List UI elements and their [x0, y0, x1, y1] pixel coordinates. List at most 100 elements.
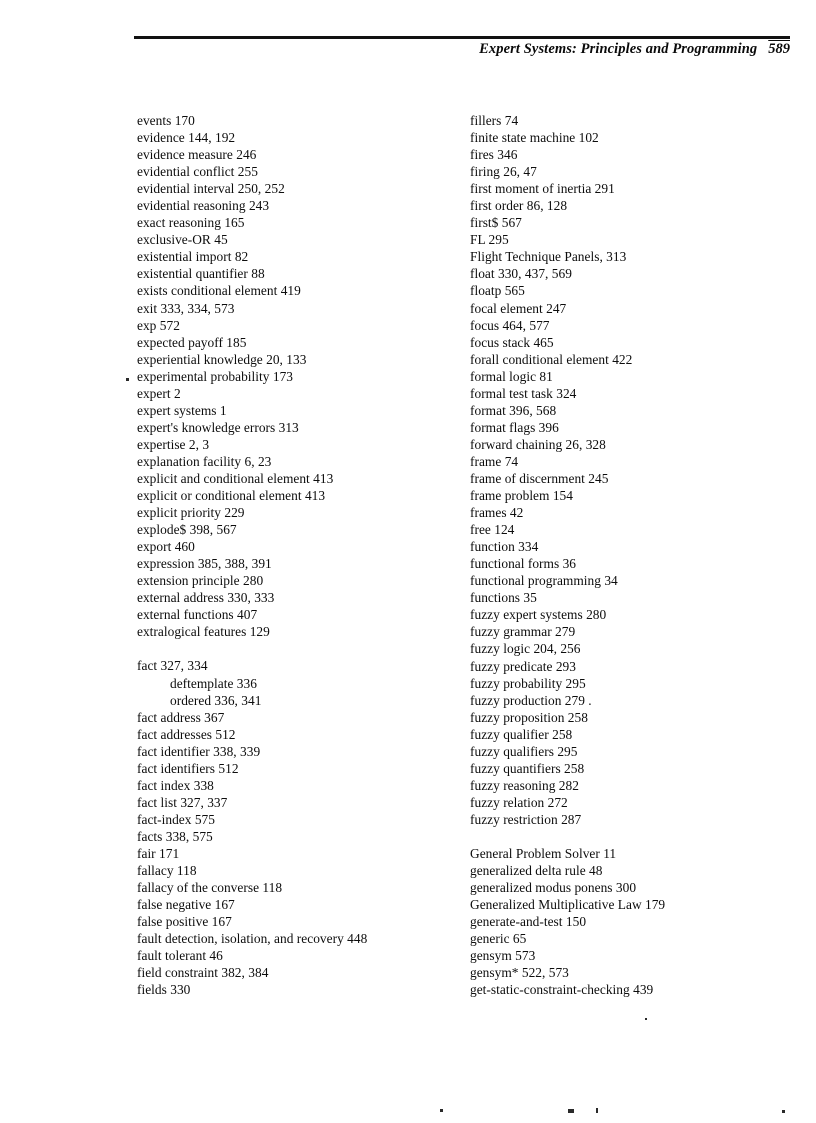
index-entry: Generalized Multiplicative Law 179	[470, 897, 666, 913]
index-entry: experiential knowledge 20, 133	[137, 351, 307, 367]
scan-speckle	[440, 1109, 443, 1112]
index-entry: exp 572	[137, 317, 180, 333]
index-entry: field constraint 382, 384	[137, 965, 269, 981]
index-entry: extension principle 280	[137, 573, 264, 589]
index-entry: exists conditional element 419	[137, 283, 301, 299]
index-entry: FL 295	[470, 232, 509, 248]
index-entry: first moment of inertia 291	[470, 181, 615, 197]
index-subentry: ordered 336, 341	[170, 692, 262, 708]
index-entry: fact list 327, 337	[137, 794, 228, 810]
index-entry: exclusive-OR 45	[137, 232, 228, 248]
header-rule	[134, 36, 790, 39]
index-entry: fuzzy predicate 293	[470, 658, 576, 674]
scan-speckle	[568, 1109, 574, 1113]
index-entry: fuzzy qualifier 258	[470, 726, 573, 742]
index-entry: fuzzy grammar 279	[470, 624, 576, 640]
index-entry: fact index 338	[137, 777, 214, 793]
index-entry: functional forms 36	[470, 556, 576, 572]
index-entry: fact address 367	[137, 709, 225, 725]
index-entry: evidential interval 250, 252	[137, 181, 285, 197]
index-entry: generate-and-test 150	[470, 914, 587, 930]
index-subentry: deftemplate 336	[170, 675, 257, 691]
index-entry: frame 74	[470, 453, 519, 469]
index-entry: fact identifiers 512	[137, 760, 239, 776]
index-entry: evidential conflict 255	[137, 164, 258, 180]
index-entry: fair 171	[137, 845, 180, 861]
index-entry: floatp 565	[470, 283, 525, 299]
index-entry: Flight Technique Panels, 313	[470, 249, 627, 265]
index-entry: generalized modus ponens 300	[470, 880, 637, 896]
index-entry: fires 346	[470, 147, 518, 163]
index-entry: focus 464, 577	[470, 317, 550, 333]
index-entry: General Problem Solver 11	[470, 845, 617, 861]
index-entry: expertise 2, 3	[137, 436, 210, 452]
index-entry: fallacy of the converse 118	[137, 880, 283, 896]
index-entry: expected payoff 185	[137, 334, 247, 350]
index-entry: formal test task 324	[470, 385, 577, 401]
index-entry: gensym 573	[470, 948, 536, 964]
page-number: 589	[768, 41, 790, 57]
scan-speckle	[645, 1018, 647, 1020]
index-entry: external address 330, 333	[137, 590, 275, 606]
index-entry: evidential reasoning 243	[137, 198, 270, 214]
index-entry: fuzzy restriction 287	[470, 811, 582, 827]
index-entry: experimental probability 173	[137, 368, 293, 384]
index-entry: forward chaining 26, 328	[470, 436, 606, 452]
index-entry: formal logic 81	[470, 368, 553, 384]
book-title: Expert Systems: Principles and Programmi…	[479, 41, 758, 57]
index-entry: fuzzy logic 204, 256	[470, 641, 581, 657]
index-entry: fuzzy quantifiers 258	[470, 760, 585, 776]
index-entry: forall conditional element 422	[470, 351, 633, 367]
index-entry: facts 338, 575	[137, 828, 213, 844]
index-entry: gensym* 522, 573	[470, 965, 569, 981]
index-entry: exit 333, 334, 573	[137, 300, 235, 316]
header-title-group: Expert Systems: Principles and Programmi…	[479, 41, 790, 58]
index-entry: fuzzy reasoning 282	[470, 777, 579, 793]
index-entry: fuzzy probability 295	[470, 675, 586, 691]
scan-speckle	[782, 1110, 785, 1113]
index-column-left: events 170 evidence 144, 192 evidence meas…	[137, 112, 437, 998]
index-entry: functional programming 34	[470, 573, 618, 589]
index-entry: float 330, 437, 569	[470, 266, 572, 282]
index-column-right: fillers 74 finite state machine 102 fires …	[470, 112, 790, 998]
index-entry: fuzzy proposition 258	[470, 709, 588, 725]
index-entry: fuzzy production 279 .	[470, 692, 592, 708]
index-entry: finite state machine 102	[470, 130, 599, 146]
index-entry: generic 65	[470, 931, 527, 947]
index-entry: fact addresses 512	[137, 726, 236, 742]
index-entry: format 396, 568	[470, 402, 557, 418]
index-entry: expert's knowledge errors 313	[137, 419, 299, 435]
index-entry: evidence measure 246	[137, 147, 257, 163]
index-entry: explanation facility 6, 23	[137, 453, 272, 469]
index-entry: external functions 407	[137, 607, 258, 623]
index-entry: fuzzy expert systems 280	[470, 607, 607, 623]
index-entry: explicit priority 229	[137, 505, 245, 521]
index-entry: focus stack 465	[470, 334, 554, 350]
index-entry: frame problem 154	[470, 488, 573, 504]
index-entry: fact identifier 338, 339	[137, 743, 261, 759]
index-entry: fact 327, 334	[137, 658, 208, 674]
index-entry: fault tolerant 46	[137, 948, 223, 964]
index-entry: frame of discernment 245	[470, 470, 609, 486]
index-entry: fillers 74	[470, 113, 519, 128]
index-entry: format flags 396	[470, 419, 559, 435]
index-entry: exact reasoning 165	[137, 215, 245, 231]
index-entry: extralogical features 129	[137, 624, 270, 640]
index-entry: function 334	[470, 539, 539, 555]
index-entry: expert 2	[137, 385, 181, 401]
index-entry: explicit or conditional element 413	[137, 488, 326, 504]
index-entry: expert systems 1	[137, 402, 227, 418]
index-entry: functions 35	[470, 590, 537, 606]
index-entry: first$ 567	[470, 215, 522, 231]
index-entry: explode$ 398, 567	[137, 522, 237, 538]
index-entry: fact-index 575	[137, 811, 215, 827]
index-entry: existential quantifier 88	[137, 266, 265, 282]
running-head: Expert Systems: Principles and Programmi…	[134, 36, 790, 66]
index-entry: fallacy 118	[137, 863, 197, 879]
index-entry: fault detection, isolation, and recovery…	[137, 931, 368, 947]
index-entry: evidence 144, 192	[137, 130, 236, 146]
index-entry: explicit and conditional element 413	[137, 470, 334, 486]
index-entry: false negative 167	[137, 897, 235, 913]
index-entry: fuzzy relation 272	[470, 794, 568, 810]
